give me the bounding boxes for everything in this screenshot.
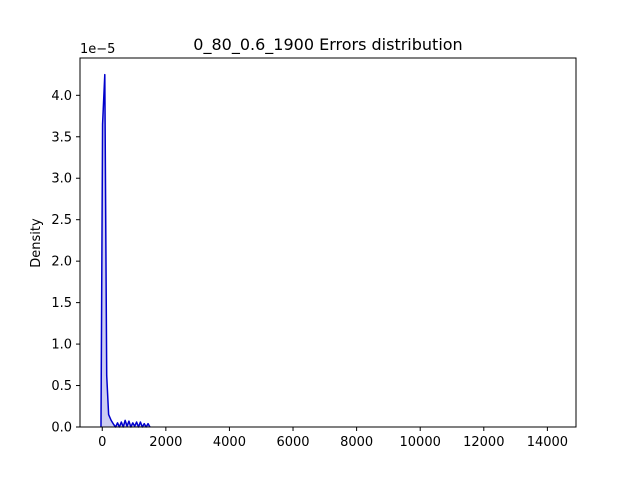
x-tick-label: 8000 [340,435,373,450]
plot-area [100,73,151,428]
y-axis-offset-label: 1e−5 [80,42,115,57]
y-tick-label: 0.0 [51,421,72,436]
y-axis-label: Density [29,218,44,268]
axes-frame [79,57,577,428]
y-tick-label: 0.5 [51,379,72,394]
density-line-0 [100,73,151,428]
y-tick-label: 1.5 [51,296,72,311]
x-tick-label: 6000 [276,435,309,450]
y-tick-label: 1.0 [51,338,72,353]
y-tick-label: 3.0 [51,172,72,187]
chart-title: 0_80_0.6_1900 Errors distribution [193,35,462,55]
x-tick-label: 4000 [213,435,246,450]
density-area-0 [100,74,150,427]
y-tick-label: 2.5 [51,213,72,228]
x-tick-label: 0 [98,435,106,450]
x-tick-label: 14000 [527,435,568,450]
x-tick-label: 12000 [463,435,504,450]
y-tick-label: 3.5 [51,130,72,145]
y-tick-label: 2.0 [51,255,72,270]
y-tick-label: 4.0 [51,89,72,104]
x-tick-label: 10000 [400,435,441,450]
x-tick-label: 2000 [149,435,182,450]
axes: 0 2000 4000 6000 8000 10000 12000 14000 0.0 0.5 1.… [51,57,577,450]
